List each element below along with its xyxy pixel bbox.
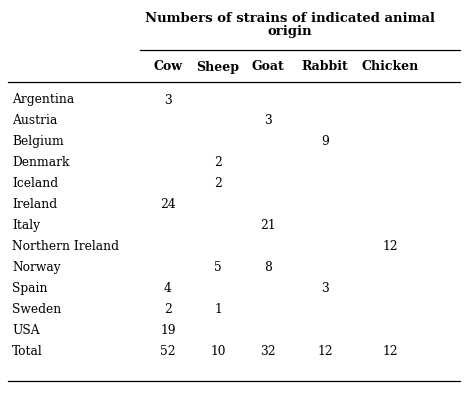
Text: 4: 4 <box>164 282 172 295</box>
Text: 2: 2 <box>214 156 222 169</box>
Text: 12: 12 <box>382 344 398 358</box>
Text: 12: 12 <box>382 240 398 253</box>
Text: origin: origin <box>268 25 312 38</box>
Text: 5: 5 <box>214 261 222 274</box>
Text: Argentina: Argentina <box>12 93 74 106</box>
Text: Numbers of strains of indicated animal: Numbers of strains of indicated animal <box>145 12 435 24</box>
Text: Denmark: Denmark <box>12 156 69 169</box>
Text: 1: 1 <box>214 303 222 316</box>
Text: Austria: Austria <box>12 114 57 127</box>
Text: 21: 21 <box>260 219 276 232</box>
Text: 2: 2 <box>214 177 222 190</box>
Text: 52: 52 <box>160 344 176 358</box>
Text: 10: 10 <box>210 344 226 358</box>
Text: 3: 3 <box>164 93 172 106</box>
Text: 12: 12 <box>317 344 333 358</box>
Text: Cow: Cow <box>154 60 182 73</box>
Text: 3: 3 <box>321 282 329 295</box>
Text: Belgium: Belgium <box>12 135 64 148</box>
Text: Norway: Norway <box>12 261 61 274</box>
Text: 9: 9 <box>321 135 329 148</box>
Text: 19: 19 <box>160 324 176 337</box>
Text: 8: 8 <box>264 261 272 274</box>
Text: USA: USA <box>12 324 40 337</box>
Text: Sheep: Sheep <box>197 60 239 73</box>
Text: Total: Total <box>12 344 43 358</box>
Text: Iceland: Iceland <box>12 177 58 190</box>
Text: Ireland: Ireland <box>12 198 57 211</box>
Text: Chicken: Chicken <box>361 60 419 73</box>
Text: Northern Ireland: Northern Ireland <box>12 240 119 253</box>
Text: 2: 2 <box>164 303 172 316</box>
Text: Goat: Goat <box>252 60 284 73</box>
Text: Sweden: Sweden <box>12 303 61 316</box>
Text: Italy: Italy <box>12 219 40 232</box>
Text: Rabbit: Rabbit <box>301 60 348 73</box>
Text: Spain: Spain <box>12 282 47 295</box>
Text: 32: 32 <box>260 344 276 358</box>
Text: 24: 24 <box>160 198 176 211</box>
Text: 3: 3 <box>264 114 272 127</box>
